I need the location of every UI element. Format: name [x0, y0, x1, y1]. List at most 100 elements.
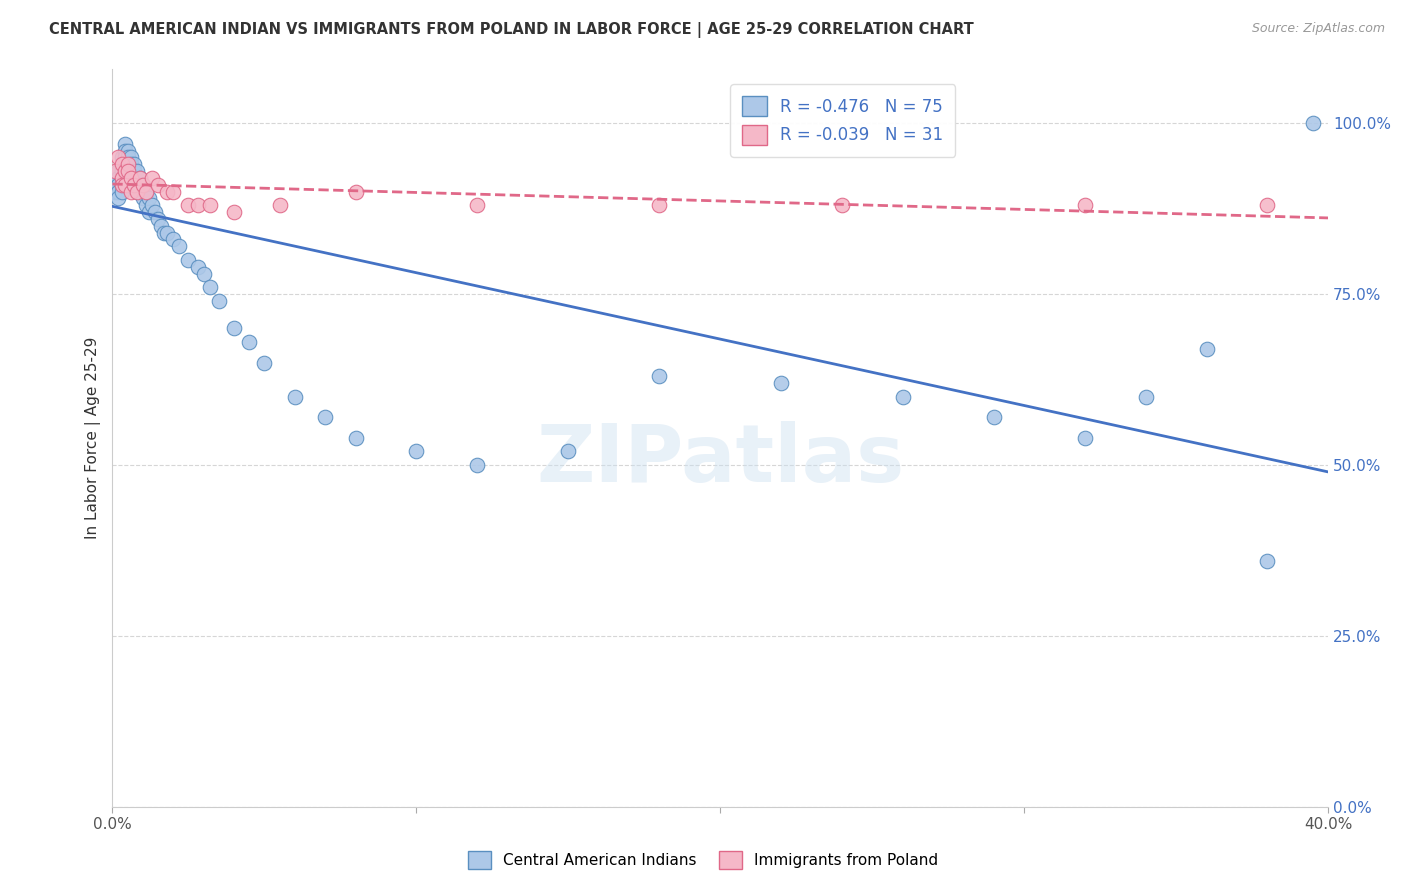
Point: [465, 198, 488, 212]
Point: [177, 198, 200, 212]
Point: [1135, 390, 1157, 404]
Point: [1256, 198, 1278, 212]
Point: [186, 260, 208, 274]
Point: [114, 178, 136, 192]
Point: [128, 170, 150, 185]
Point: [110, 164, 132, 178]
Point: [128, 185, 150, 199]
Point: [117, 144, 139, 158]
Point: [114, 170, 136, 185]
Point: [465, 458, 488, 472]
Text: Source: ZipAtlas.com: Source: ZipAtlas.com: [1251, 22, 1385, 36]
Point: [122, 178, 145, 192]
Point: [132, 178, 155, 192]
Point: [314, 410, 336, 425]
Point: [648, 198, 671, 212]
Point: [1195, 342, 1218, 356]
Point: [114, 144, 136, 158]
Point: [208, 293, 231, 308]
Point: [141, 170, 163, 185]
Point: [104, 185, 127, 199]
Point: [120, 150, 142, 164]
Legend: Central American Indians, Immigrants from Poland: Central American Indians, Immigrants fro…: [461, 845, 945, 875]
Point: [405, 444, 427, 458]
Point: [143, 205, 166, 219]
Point: [128, 178, 150, 192]
Point: [125, 185, 148, 199]
Point: [117, 164, 139, 178]
Point: [831, 198, 853, 212]
Point: [770, 376, 793, 390]
Point: [344, 431, 367, 445]
Point: [120, 157, 142, 171]
Point: [150, 219, 173, 233]
Point: [344, 185, 367, 199]
Point: [104, 178, 127, 192]
Point: [117, 178, 139, 192]
Point: [1256, 554, 1278, 568]
Point: [117, 157, 139, 171]
Point: [153, 226, 176, 240]
Point: [269, 198, 291, 212]
Point: [1302, 116, 1324, 130]
Point: [156, 185, 179, 199]
Point: [138, 191, 160, 205]
Point: [128, 170, 150, 185]
Point: [162, 232, 184, 246]
Point: [125, 185, 148, 199]
Y-axis label: In Labor Force | Age 25-29: In Labor Force | Age 25-29: [86, 336, 101, 539]
Point: [135, 198, 157, 212]
Point: [107, 191, 129, 205]
Point: [146, 178, 169, 192]
Point: [120, 178, 142, 192]
Point: [120, 185, 142, 199]
Point: [125, 164, 148, 178]
Point: [114, 164, 136, 178]
Point: [198, 280, 221, 294]
Point: [1074, 198, 1097, 212]
Point: [117, 157, 139, 171]
Point: [135, 185, 157, 199]
Legend: R = -0.476   N = 75, R = -0.039   N = 31: R = -0.476 N = 75, R = -0.039 N = 31: [730, 84, 955, 157]
Point: [110, 178, 132, 192]
Point: [138, 205, 160, 219]
Point: [186, 198, 208, 212]
Point: [122, 170, 145, 185]
Point: [132, 191, 155, 205]
Text: CENTRAL AMERICAN INDIAN VS IMMIGRANTS FROM POLAND IN LABOR FORCE | AGE 25-29 COR: CENTRAL AMERICAN INDIAN VS IMMIGRANTS FR…: [49, 22, 974, 38]
Point: [107, 185, 129, 199]
Point: [110, 170, 132, 185]
Point: [125, 178, 148, 192]
Point: [114, 150, 136, 164]
Point: [198, 198, 221, 212]
Point: [107, 164, 129, 178]
Point: [104, 164, 127, 178]
Point: [110, 178, 132, 192]
Point: [107, 178, 129, 192]
Point: [146, 211, 169, 226]
Point: [114, 157, 136, 171]
Point: [177, 252, 200, 267]
Point: [114, 164, 136, 178]
Point: [132, 185, 155, 199]
Point: [238, 334, 260, 349]
Point: [253, 355, 276, 369]
Point: [162, 185, 184, 199]
Point: [193, 267, 215, 281]
Point: [891, 390, 914, 404]
Point: [222, 321, 245, 335]
Point: [169, 239, 191, 253]
Point: [110, 150, 132, 164]
Point: [122, 157, 145, 171]
Point: [122, 178, 145, 192]
Point: [114, 136, 136, 151]
Point: [222, 205, 245, 219]
Point: [1074, 431, 1097, 445]
Point: [107, 150, 129, 164]
Point: [648, 369, 671, 384]
Point: [110, 170, 132, 185]
Point: [120, 170, 142, 185]
Point: [983, 410, 1005, 425]
Point: [135, 185, 157, 199]
Point: [107, 170, 129, 185]
